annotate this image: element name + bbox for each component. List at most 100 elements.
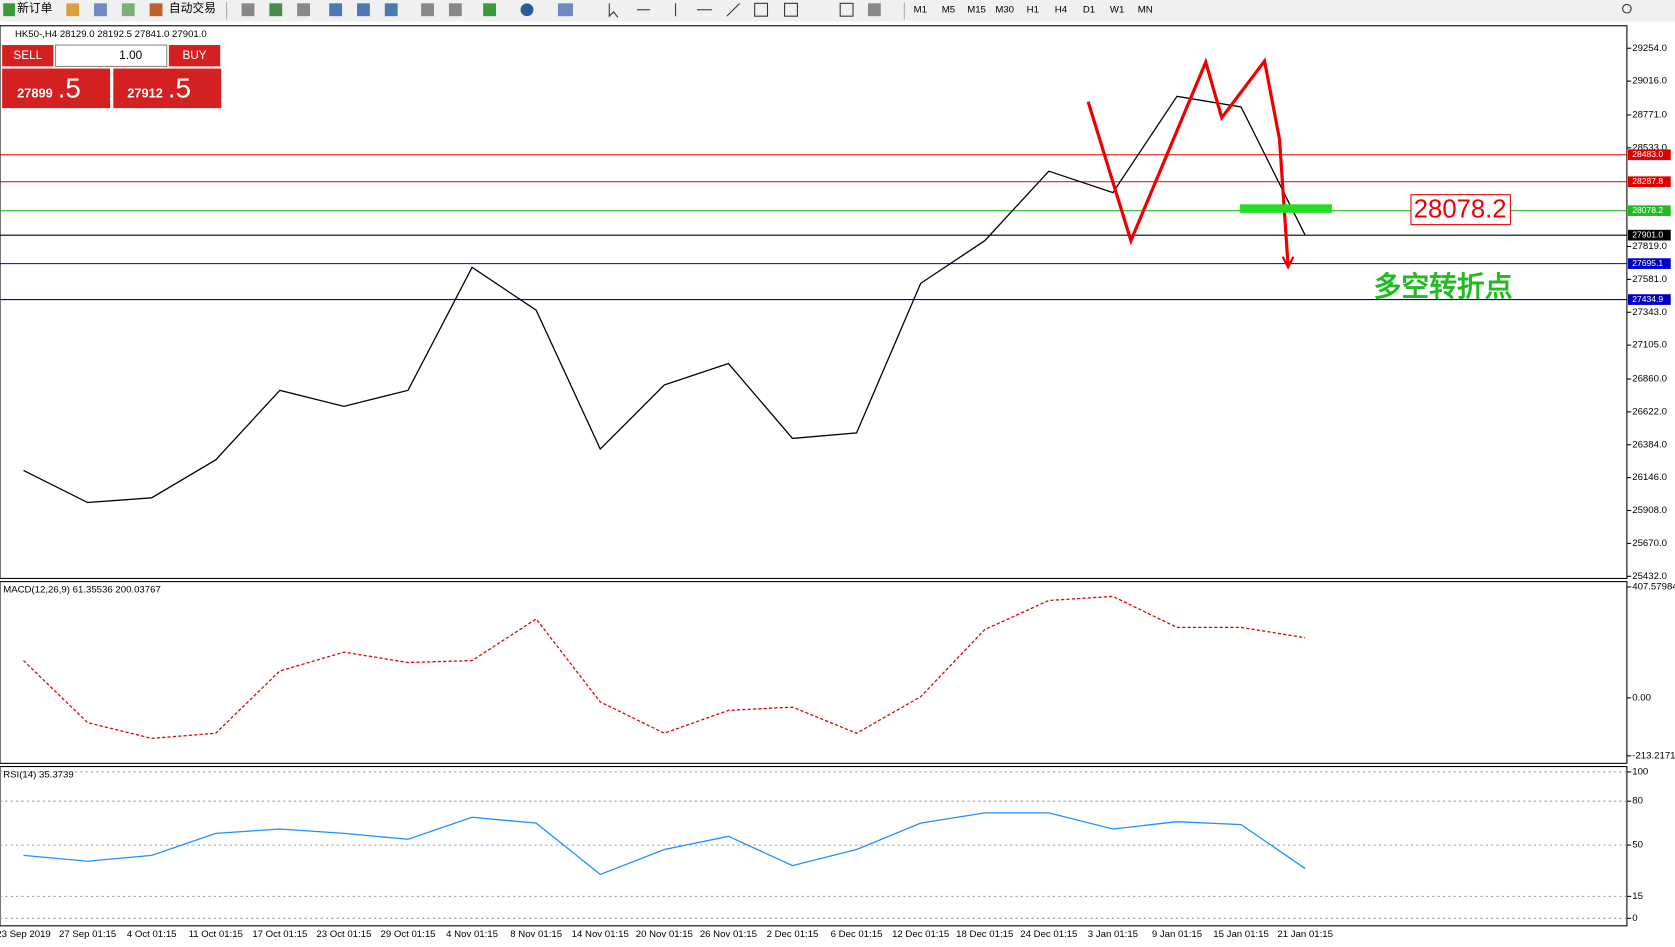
y-tick-label: 27581.0 (1632, 274, 1667, 285)
new-order[interactable]: 新订单 (17, 1, 52, 15)
timeframe[interactable]: H1 (1027, 4, 1039, 15)
auto-trading[interactable]: 自动交易 (169, 1, 216, 15)
icon[interactable] (483, 3, 496, 17)
timeframe[interactable]: M1 (914, 4, 927, 15)
sell-fraction[interactable]: .5 (58, 72, 81, 103)
y-tick-label: 26622.0 (1632, 406, 1667, 417)
icon[interactable] (557, 3, 573, 17)
icon[interactable] (297, 3, 310, 17)
y-tick-label: 25908.0 (1632, 505, 1667, 516)
level-label: 27695.1 (1632, 258, 1663, 268)
sell-price-box[interactable] (2, 68, 111, 109)
zigzag-annotation (1086, 57, 1290, 266)
icon[interactable] (520, 3, 534, 17)
icon[interactable] (867, 3, 881, 17)
y-tick-label: 29254.0 (1632, 43, 1667, 54)
x-tick-label: 6 Dec 01:15 (831, 929, 883, 940)
price-panel (0, 25, 1628, 579)
level-label: 28078.2 (1632, 205, 1663, 215)
search-icon[interactable] (1622, 3, 1632, 14)
x-tick-label: 27 Sep 01:15 (59, 929, 116, 940)
buy-price[interactable]: 27912 (127, 86, 163, 101)
icon[interactable] (121, 3, 135, 17)
icon[interactable] (357, 3, 370, 17)
lot-input[interactable] (55, 44, 168, 67)
toolbar: 新订单 自动交易 M1 M5 M15 M30 H1 H4 D1 W1 MN (0, 0, 1675, 22)
x-tick-label: 11 Oct 01:15 (189, 929, 243, 940)
buy-label[interactable]: BUY (182, 49, 206, 62)
x-tick-label: 26 Nov 01:15 (700, 929, 757, 940)
y-tick-label: 25432.0 (1632, 571, 1667, 582)
x-tick-label: 18 Dec 01:15 (956, 929, 1013, 940)
y-tick-label: 100 (1632, 766, 1648, 777)
level-label: 27901.0 (1632, 229, 1663, 239)
icon[interactable] (149, 3, 163, 17)
sell-label[interactable]: SELL (13, 49, 42, 62)
y-tick-label: 27819.0 (1632, 241, 1667, 252)
x-tick-label: 17 Oct 01:15 (252, 929, 307, 940)
buy-price-box[interactable] (113, 68, 222, 109)
y-tick-label: 26146.0 (1632, 472, 1667, 483)
icon[interactable] (269, 3, 283, 17)
x-tick-label: 2 Dec 01:15 (767, 929, 819, 940)
x-tick-label: 23 Oct 01:15 (316, 929, 371, 940)
icon[interactable] (754, 2, 769, 17)
annotation-note: 多空转折点 (1374, 271, 1513, 302)
buy-fraction[interactable]: .5 (168, 72, 191, 103)
cursor-icon[interactable] (608, 3, 619, 18)
icon[interactable] (66, 3, 80, 17)
icon[interactable] (839, 2, 854, 17)
level-tag (1627, 294, 1671, 305)
level-callout-text: 28078.2 (1414, 195, 1507, 223)
sell-price[interactable]: 27899 (17, 86, 53, 101)
sell-button[interactable] (2, 45, 54, 67)
arrow-head (1281, 256, 1295, 270)
timeframe[interactable]: H4 (1055, 4, 1068, 15)
x-tick-label: 9 Jan 01:15 (1152, 929, 1202, 940)
toolbar-bg (0, 0, 1675, 22)
y-tick-label: 26860.0 (1632, 374, 1667, 385)
y-tick-label: 0.00 (1632, 692, 1651, 703)
timeframe[interactable]: MN (1138, 4, 1153, 15)
timeframe[interactable]: M30 (995, 4, 1014, 15)
series-line (23, 812, 1306, 876)
macd-panel (0, 581, 1628, 764)
timeframe[interactable]: M5 (942, 4, 955, 15)
x-tick-label: 23 Sep 2019 (0, 929, 51, 940)
icon[interactable] (726, 2, 741, 17)
y-tick-label: 15 (1632, 891, 1643, 902)
icon[interactable] (421, 3, 434, 17)
level-label: 28287.8 (1632, 176, 1663, 186)
icon[interactable] (94, 3, 107, 17)
timeframe[interactable]: W1 (1110, 4, 1124, 15)
level-tag (1627, 258, 1671, 269)
x-tick-label: 3 Jan 01:15 (1088, 929, 1138, 940)
y-tick-label: 28771.0 (1632, 110, 1667, 121)
y-tick-label: 0 (1632, 913, 1637, 924)
x-tick-label: 15 Jan 01:15 (1213, 929, 1269, 940)
icon[interactable] (448, 3, 462, 17)
lot-value[interactable]: 1.00 (119, 49, 142, 62)
rsi-title: RSI(14) 35.3739 (3, 770, 74, 781)
series-line (23, 95, 1306, 504)
timeframe[interactable]: D1 (1083, 4, 1095, 15)
timeframe[interactable]: M15 (967, 4, 986, 15)
level-tag (1627, 205, 1671, 217)
buy-button[interactable] (168, 45, 221, 67)
y-tick-label: 29016.0 (1632, 76, 1667, 87)
icon[interactable] (384, 3, 398, 17)
level-callout (1410, 194, 1511, 226)
icon[interactable] (784, 2, 798, 17)
icon[interactable] (329, 3, 343, 17)
level-tag (1627, 229, 1671, 241)
icon[interactable] (241, 3, 255, 17)
x-tick-label: 4 Oct 01:15 (127, 929, 177, 940)
y-tick-label: 407.57984 (1632, 582, 1675, 593)
x-tick-label: 24 Dec 01:15 (1020, 929, 1077, 940)
x-tick-label: 12 Dec 01:15 (892, 929, 949, 940)
level-tag (1627, 176, 1671, 188)
symbol-info: HK50-,H4 28129.0 28192.5 27841.0 27901.0 (15, 29, 207, 40)
timeframes: M1 M5 M15 M30 H1 H4 D1 W1 MN (914, 4, 1153, 15)
